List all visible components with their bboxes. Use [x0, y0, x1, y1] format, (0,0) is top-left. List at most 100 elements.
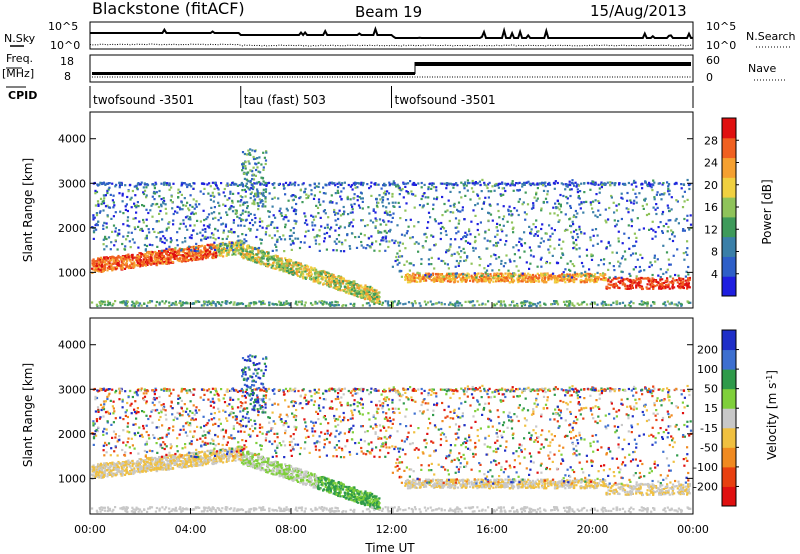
power-cell [268, 216, 270, 218]
power-cell [273, 214, 275, 216]
power-cell [592, 245, 594, 247]
power-cell [650, 228, 652, 230]
power-cell [113, 215, 115, 217]
power-cell [600, 240, 602, 242]
power-cell [124, 249, 126, 251]
power-cell [646, 214, 648, 216]
power-cell [624, 305, 626, 307]
power-cell [302, 276, 304, 278]
power-cell [259, 225, 261, 227]
power-cell [508, 213, 510, 215]
power-cell [528, 226, 530, 228]
power-cell [531, 228, 533, 230]
power-cell [539, 301, 541, 303]
power-cell [631, 287, 633, 289]
power-cell [230, 205, 232, 207]
power-cell [255, 302, 257, 304]
power-cell [597, 210, 599, 212]
power-cell [143, 205, 145, 207]
power-cell [225, 224, 227, 226]
power-cell [334, 301, 336, 303]
power-cell [113, 244, 115, 246]
power-cell [525, 281, 527, 283]
power-cell [570, 207, 572, 209]
power-cell [317, 279, 319, 281]
power-cell [135, 217, 137, 219]
power-cell [580, 281, 582, 283]
power-cell [605, 304, 607, 306]
power-cell [150, 257, 152, 259]
power-cell [365, 247, 367, 249]
power-cell [341, 198, 343, 200]
power-cell [369, 297, 371, 299]
power-cell [388, 192, 390, 194]
power-cell [449, 246, 451, 248]
power-cell [127, 216, 129, 218]
power-cell [597, 243, 599, 245]
power-cell [214, 249, 216, 251]
power-cell [231, 231, 233, 233]
power-cell [121, 301, 123, 303]
power-cell [293, 242, 295, 244]
power-cell [689, 286, 691, 288]
power-cell [652, 221, 654, 223]
power-cell [163, 197, 165, 199]
power-cell [134, 226, 136, 228]
power-cell [469, 233, 471, 235]
power-cell [217, 187, 219, 189]
power-cell [183, 223, 185, 225]
power-cell [168, 246, 170, 248]
power-cell [576, 212, 578, 214]
power-cell [458, 202, 460, 204]
power-cell [328, 280, 330, 282]
power-cell [320, 225, 322, 227]
power-cell [313, 198, 315, 200]
power-cell [415, 302, 417, 304]
power-cell [614, 276, 616, 278]
power-cell [636, 202, 638, 204]
power-cell [324, 277, 326, 279]
power-cell [456, 260, 458, 262]
power-cell [684, 191, 686, 193]
power-cell [477, 223, 479, 225]
power-cell [186, 259, 188, 261]
power-cell [517, 182, 519, 184]
power-cell [461, 304, 463, 306]
power-cell [434, 218, 436, 220]
power-cell [283, 265, 285, 267]
power-cell [213, 242, 215, 244]
power-cell [453, 204, 455, 206]
power-cell [212, 237, 214, 239]
power-cell [420, 305, 422, 307]
power-cell [667, 226, 669, 228]
power-cell [203, 193, 205, 195]
power-cell [423, 192, 425, 194]
power-cell [673, 286, 675, 288]
power-cell [316, 272, 318, 274]
power-cell [489, 240, 491, 242]
power-cell [222, 238, 224, 240]
power-cell [616, 302, 618, 304]
power-cell [485, 280, 487, 282]
power-cell [322, 200, 324, 202]
power-cell [382, 205, 384, 207]
power-cell [201, 245, 203, 247]
power-cell [522, 278, 524, 280]
power-cell [208, 244, 210, 246]
power-cell [457, 231, 459, 233]
power-cell [336, 249, 338, 251]
power-cell [512, 180, 514, 182]
power-cell [277, 258, 279, 260]
power-cell [550, 274, 552, 276]
power-cell [455, 276, 457, 278]
power-cell [166, 239, 168, 241]
power-cell [335, 192, 337, 194]
power-cell [508, 277, 510, 279]
power-cell [348, 184, 350, 186]
power-cell [310, 193, 312, 195]
power-cell [366, 302, 368, 304]
power-cell [488, 280, 490, 282]
power-cell [642, 205, 644, 207]
power-cell [582, 212, 584, 214]
power-cell [92, 216, 94, 218]
